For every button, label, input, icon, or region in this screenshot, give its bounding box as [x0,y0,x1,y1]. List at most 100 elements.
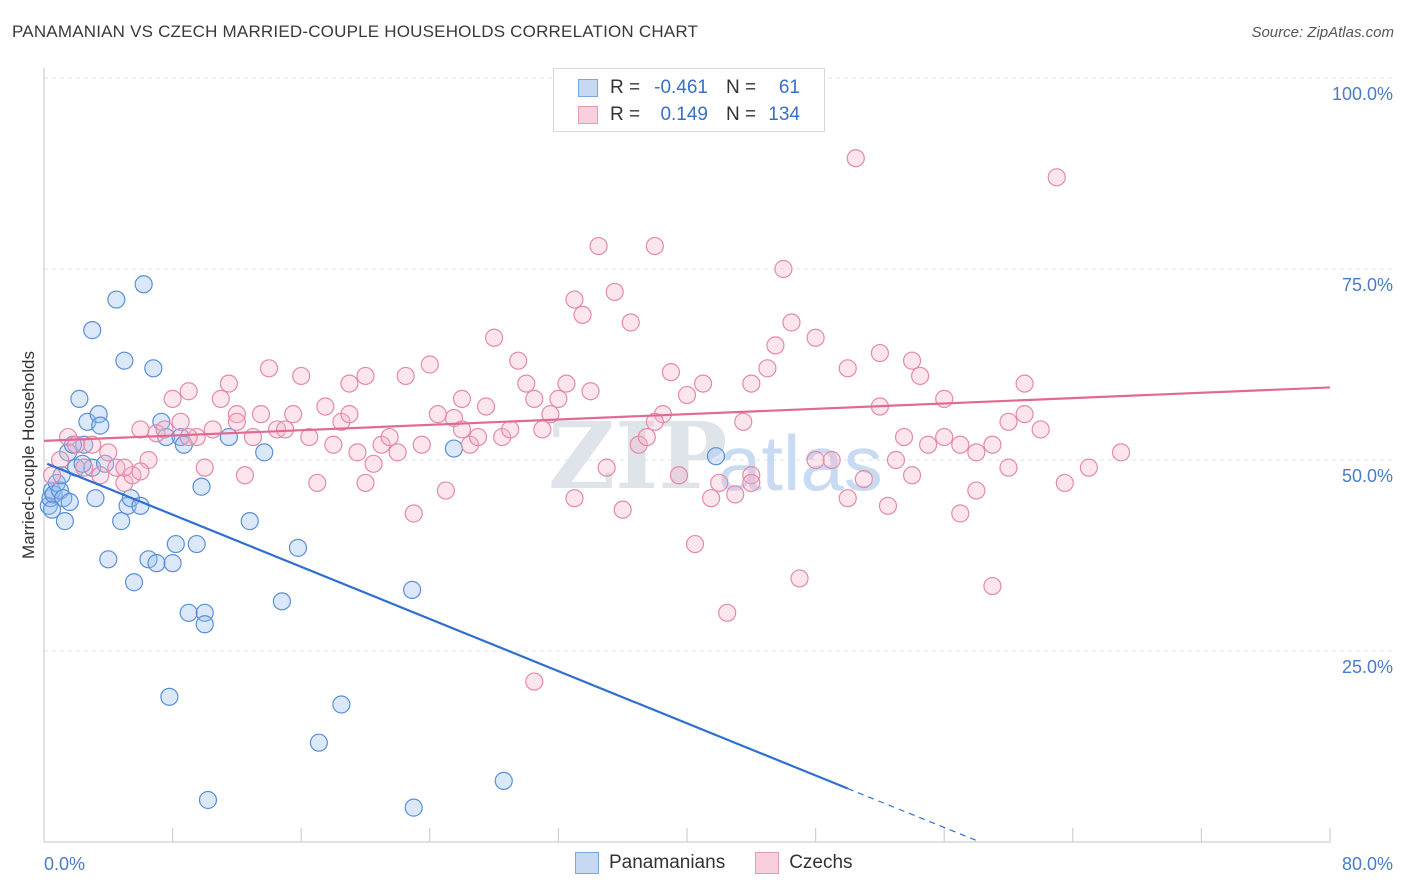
czech-point [300,427,319,447]
panamanian-point [706,447,726,466]
gridlines [44,77,1392,652]
czech-point [589,236,608,256]
czech-point [581,382,600,401]
panamanian-point [494,771,513,790]
panamanian-point [198,790,218,810]
y-tick-label: 75.0% [1342,275,1393,295]
panamanian-point [134,275,153,294]
czech-point [846,149,865,168]
czech-point [380,427,399,447]
r-label: R = [610,77,641,98]
czech-point [452,420,472,439]
n-label: N = [726,104,757,125]
panamanian-point [83,321,102,340]
czech-trend-line [43,386,1331,442]
panamanian-point [219,427,238,447]
panamanian-point [272,592,292,611]
panamanian-point [144,359,163,378]
czech-point [967,481,986,500]
czech-point [251,405,271,424]
czech-point [902,466,922,485]
czech-point [910,366,930,386]
panamanian-point [89,405,108,424]
czech-point [854,470,873,489]
czech-point [935,427,954,447]
czech-point [308,473,327,493]
czech-point [999,458,1018,477]
n-value: 134 [768,104,800,125]
czech-point [838,489,857,508]
czech-point [661,363,681,382]
legend-row-czechs: R = 0.149 N = 134 [578,104,800,126]
panamanian-point [86,489,105,508]
watermark: ZIP atlas [548,402,883,510]
czech-point [806,450,825,470]
czech-point [806,328,825,347]
legend-item-czechs[interactable]: Czechs [755,852,853,874]
czech-point [324,435,343,454]
czech-point [685,534,705,554]
czech-point [428,405,447,424]
legend-item-panamanians[interactable]: Panamanians [575,852,725,874]
panamanian-point [112,512,131,531]
source-label: Source: ZipAtlas.com [1251,24,1394,41]
czech-point [356,366,375,386]
czech-point [645,412,664,431]
r-value: 0.149 [660,104,708,125]
panamanian-point [107,290,126,309]
panamanian-point [187,534,206,554]
czech-point [340,374,359,393]
czech-point [259,359,279,378]
czech-point [525,389,544,408]
panamanian-point [91,416,110,435]
legend-swatch-czechs [578,106,598,124]
czech-point [211,389,230,408]
czech-point [878,496,898,515]
legend-label-czechs: Czechs [789,852,853,873]
panamanian-point [115,351,134,370]
panamanian-point [288,538,308,557]
panamanian-point [240,512,259,531]
panamanian-point [70,389,89,408]
czech-point [1015,405,1034,424]
czech-point [637,427,656,447]
panamanian-point [95,454,115,473]
czech-point [870,343,890,363]
czech-point [83,435,102,454]
czech-point [766,336,785,355]
czech-point [710,473,729,493]
czech-point [669,466,689,485]
czech-point [549,389,568,408]
panamanian-point [403,580,422,599]
czech-point [935,389,954,408]
czech-point [677,385,697,405]
trend-lines [43,386,1331,842]
czech-point [533,420,552,439]
czech-point [388,443,407,462]
czech-point [75,458,94,477]
czech-point [693,374,713,393]
czech-point [525,672,544,691]
czech-point [517,374,536,393]
czech-point [1015,374,1034,393]
czech-point [316,397,335,416]
czech-point [235,466,255,485]
chart-title: PANAMANIAN VS CZECH MARRIED-COUPLE HOUSE… [12,22,699,41]
czech-point [734,412,753,431]
r-value: -0.461 [654,77,708,98]
czech-point [822,450,841,470]
tick-labels: 100.0% 75.0% 50.0% 25.0% 0.0% 80.0% [44,84,1393,874]
czech-point [452,389,472,408]
czech-point [790,569,809,588]
czech-point [999,412,1018,431]
czech-point [509,351,528,370]
y-axis-label: Married-couple Households [19,351,38,559]
czech-point [774,259,793,279]
czech-point [983,435,1002,454]
series-legend: Panamanians Czechs [575,852,883,874]
x-tick-label: 80.0% [1342,854,1393,874]
czech-point [131,462,150,481]
czech-point [292,366,311,386]
czech-point [179,427,198,447]
legend-swatch-panamanians [575,852,599,874]
